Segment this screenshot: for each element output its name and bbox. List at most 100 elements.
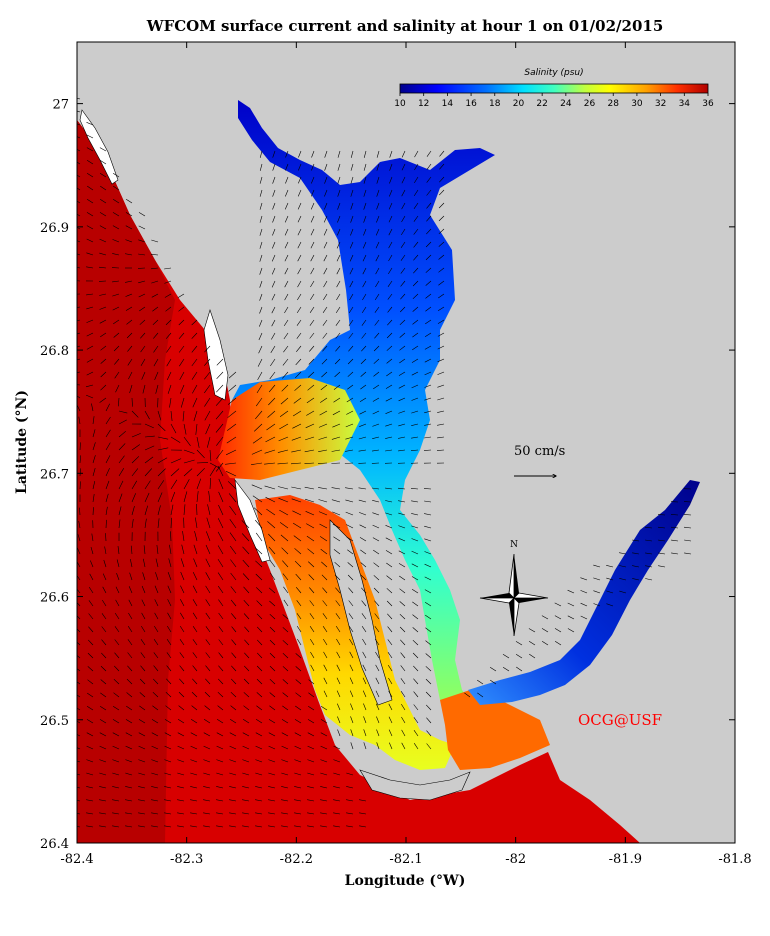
current-vector xyxy=(177,825,185,828)
current-vector xyxy=(385,537,393,542)
current-vector xyxy=(336,293,341,301)
current-vector xyxy=(277,486,289,490)
current-vector xyxy=(77,384,81,386)
current-vector xyxy=(425,241,432,248)
current-vector xyxy=(360,384,367,390)
current-vector xyxy=(256,678,263,685)
current-vector xyxy=(196,436,200,448)
current-vector xyxy=(77,602,81,607)
current-vector xyxy=(105,455,111,464)
current-vector xyxy=(426,163,432,170)
current-vector xyxy=(336,677,341,685)
current-vector xyxy=(363,176,367,184)
current-vector xyxy=(386,358,393,364)
current-vector xyxy=(77,266,81,269)
current-vector xyxy=(490,679,497,685)
north-point xyxy=(514,554,519,598)
current-vector xyxy=(254,519,263,529)
current-vector xyxy=(398,449,406,452)
current-vector xyxy=(155,384,159,394)
current-vector xyxy=(335,613,341,620)
current-vector xyxy=(242,718,250,724)
current-vector xyxy=(138,799,146,802)
current-vector xyxy=(398,384,406,389)
current-vector xyxy=(320,397,328,403)
current-vector xyxy=(398,537,406,542)
current-vector xyxy=(309,306,315,313)
current-vector xyxy=(294,384,302,391)
current-vector xyxy=(309,613,315,620)
current-vector xyxy=(294,719,302,724)
current-vector xyxy=(336,241,341,249)
current-vector xyxy=(426,717,432,724)
current-vector xyxy=(125,225,133,230)
current-vector xyxy=(269,665,276,672)
current-vector xyxy=(363,729,367,737)
current-vector xyxy=(269,678,276,685)
current-vector xyxy=(204,691,211,698)
current-vector xyxy=(425,640,432,646)
current-vector xyxy=(424,589,432,594)
current-vector xyxy=(140,665,146,672)
current-vector xyxy=(362,664,367,672)
current-vector xyxy=(99,825,107,828)
current-vector xyxy=(272,163,276,171)
current-vector xyxy=(112,705,120,711)
current-vector xyxy=(99,198,107,204)
current-vector xyxy=(345,511,354,516)
current-vector xyxy=(362,293,367,301)
current-vector xyxy=(142,384,146,394)
current-vector xyxy=(375,228,380,236)
current-vector xyxy=(489,666,497,672)
current-vector xyxy=(192,384,198,394)
current-vector xyxy=(412,614,419,620)
current-vector xyxy=(115,586,120,594)
current-vector xyxy=(388,690,393,698)
current-vector xyxy=(307,825,315,828)
current-vector xyxy=(359,825,367,828)
x-tick-label: -82.1 xyxy=(389,852,422,867)
current-vector xyxy=(284,293,289,301)
current-vector xyxy=(157,505,161,516)
current-vector xyxy=(266,423,276,431)
current-vector xyxy=(216,799,224,802)
current-vector xyxy=(271,254,276,262)
current-vector xyxy=(129,384,133,394)
current-vector xyxy=(271,332,276,340)
current-vector xyxy=(671,539,679,542)
current-vector xyxy=(217,545,224,555)
current-vector xyxy=(92,481,96,490)
current-vector xyxy=(333,772,341,776)
current-vector xyxy=(371,487,380,490)
current-vector xyxy=(87,652,94,659)
current-vector xyxy=(218,491,224,503)
current-vector xyxy=(281,825,289,828)
current-vector xyxy=(218,639,224,646)
current-vector xyxy=(79,442,81,451)
current-vector xyxy=(165,705,172,711)
current-vector xyxy=(112,239,120,243)
current-vector xyxy=(281,772,289,776)
current-vector xyxy=(144,492,150,503)
current-vector xyxy=(386,371,393,377)
current-vector xyxy=(321,574,328,581)
current-vector xyxy=(86,172,94,178)
current-vector xyxy=(412,332,419,338)
current-vector xyxy=(86,293,94,296)
current-vector xyxy=(438,241,445,247)
current-vector xyxy=(268,533,276,542)
current-vector xyxy=(112,280,120,283)
current-vector xyxy=(337,202,341,210)
current-vector xyxy=(424,358,432,363)
current-vector xyxy=(255,772,263,776)
current-vector xyxy=(318,499,328,503)
current-vector xyxy=(567,615,575,620)
current-vector xyxy=(346,397,354,403)
y-tick-label: 26.5 xyxy=(40,714,69,729)
current-vector xyxy=(183,491,188,503)
current-vector xyxy=(593,577,601,581)
current-vector xyxy=(217,518,224,529)
current-vector xyxy=(216,812,224,815)
current-vector xyxy=(324,189,328,197)
current-vector xyxy=(131,444,140,451)
